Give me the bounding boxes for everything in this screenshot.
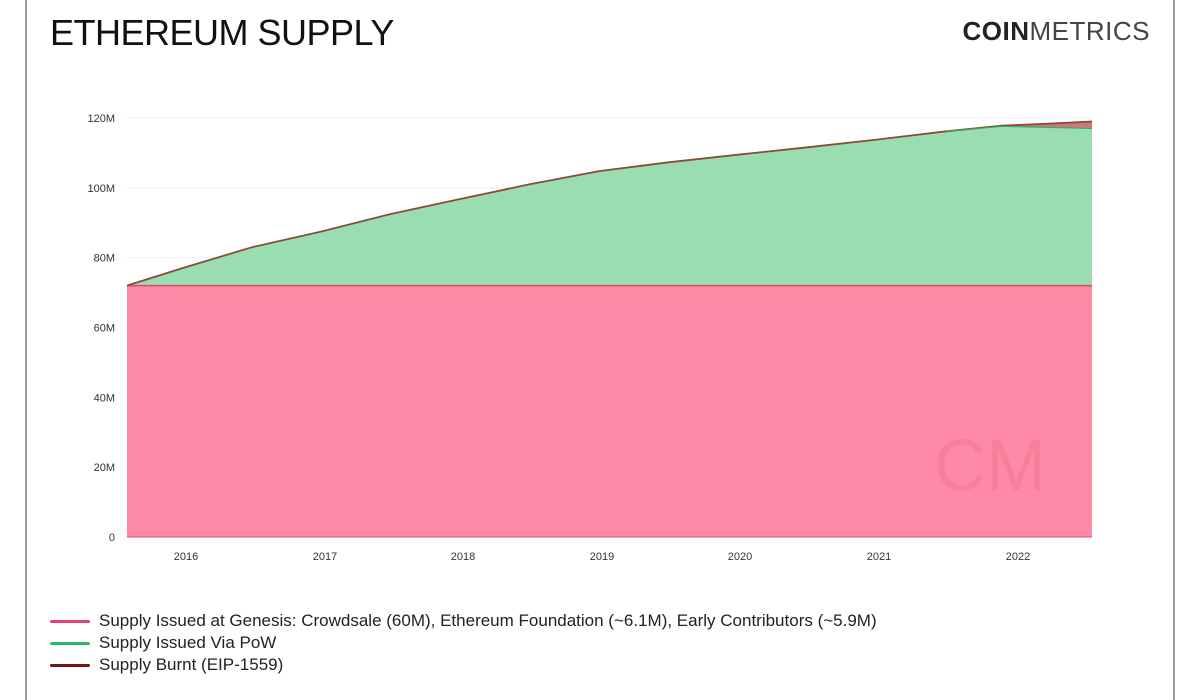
line-burnt-lower xyxy=(946,125,1093,132)
x-tick-label-2019: 2019 xyxy=(590,551,614,563)
legend-swatch-pow xyxy=(50,641,90,645)
legend-item-genesis: Supply Issued at Genesis: Crowdsale (60M… xyxy=(50,610,877,632)
area-pow xyxy=(127,121,1092,286)
legend-swatch-genesis xyxy=(50,619,90,623)
legend: Supply Issued at Genesis: Crowdsale (60M… xyxy=(50,610,877,676)
cm-watermark: CM xyxy=(934,426,1046,506)
y-tick-label-60M: 60M xyxy=(94,323,115,335)
logo-bold-text: COIN xyxy=(962,16,1030,46)
logo-light-text: METRICS xyxy=(1029,16,1150,46)
y-tick-label-120M: 120M xyxy=(87,113,115,125)
legend-label-pow: Supply Issued Via PoW xyxy=(99,633,277,652)
legend-item-burnt: Supply Burnt (EIP-1559) xyxy=(50,654,877,676)
chart-title: ETHEREUM SUPPLY xyxy=(50,12,394,53)
legend-swatch-burnt xyxy=(50,663,90,667)
x-tick-label-2020: 2020 xyxy=(728,551,752,563)
x-tick-label-2021: 2021 xyxy=(867,551,891,563)
axis-labels: 0 20M 40M 60M 80M 100M 120M 2016 2017 2018 2019 202… xyxy=(87,113,1030,563)
y-tick-label-40M: 40M xyxy=(94,392,115,404)
y-tick-label-100M: 100M xyxy=(87,183,115,195)
area-genesis xyxy=(127,285,1092,537)
legend-label-genesis: Supply Issued at Genesis: Crowdsale (60M… xyxy=(99,611,877,630)
watermark-text: CM xyxy=(934,426,1046,506)
legend-item-pow: Supply Issued Via PoW xyxy=(50,632,877,654)
x-tick-label-2017: 2017 xyxy=(313,551,337,563)
x-tick-label-2016: 2016 xyxy=(174,551,198,563)
coinmetrics-logo: COINMETRICS xyxy=(963,16,1151,47)
x-tick-label-2018: 2018 xyxy=(451,551,475,563)
y-tick-label-20M: 20M xyxy=(94,462,115,474)
legend-label-burnt: Supply Burnt (EIP-1559) xyxy=(99,655,284,674)
y-tick-label-80M: 80M xyxy=(94,253,115,265)
supply-area-chart: CM 0 20M 40M 60M 80M 100M 120M 2016 2017 2018 2019… xyxy=(87,113,1093,563)
x-tick-label-2022: 2022 xyxy=(1006,551,1030,563)
y-tick-label-0: 0 xyxy=(109,532,115,544)
area-series xyxy=(126,120,1093,538)
